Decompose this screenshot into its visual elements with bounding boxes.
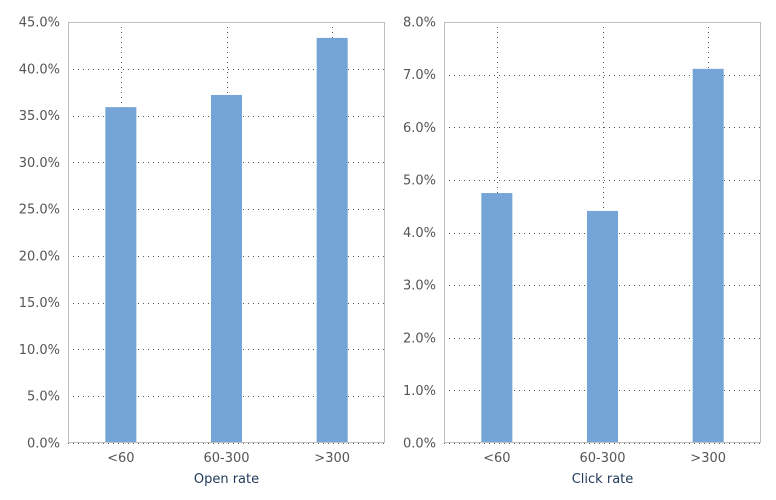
y-tick-label: 10.0% bbox=[19, 343, 60, 358]
subplot-2: 0.0% 1.0% 2.0% 3.0% 4.0% 5.0% 6.0% 7.0% 8.0% <60 6… bbox=[403, 16, 761, 487]
y-tick-label: 45.0% bbox=[19, 16, 60, 31]
x-tick-label: 60-300 bbox=[579, 451, 625, 466]
bar-3 bbox=[692, 68, 724, 444]
plot-frame bbox=[68, 22, 385, 443]
y-tick-label: 30.0% bbox=[19, 156, 60, 171]
y-tick-label: 5.0% bbox=[403, 173, 436, 188]
x-tick-label: >300 bbox=[690, 451, 726, 466]
x-tick-label: <60 bbox=[483, 451, 510, 466]
y-tick-label: 0.0% bbox=[403, 437, 436, 452]
subplot-1: 0.0% 5.0% 10.0% 15.0% 20.0% 25.0% 30.0% 35.0% 40… bbox=[19, 16, 385, 487]
x-axis-label: Open rate bbox=[194, 472, 259, 487]
y-tick-label: 5.0% bbox=[27, 390, 60, 405]
y-tick-label: 1.0% bbox=[403, 384, 436, 399]
y-tick-label: 35.0% bbox=[19, 109, 60, 124]
y-tick-label: 0.0% bbox=[27, 437, 60, 452]
plot-frame bbox=[444, 22, 761, 443]
bar-3 bbox=[316, 37, 348, 443]
y-tick-label: 7.0% bbox=[403, 68, 436, 83]
x-axis-label: Click rate bbox=[572, 472, 634, 487]
y-tick-label: 20.0% bbox=[19, 249, 60, 264]
y-tick-label: 6.0% bbox=[403, 121, 436, 136]
y-tick-label: 4.0% bbox=[403, 226, 436, 241]
x-tick-label: <60 bbox=[107, 451, 134, 466]
x-tick-label: 60-300 bbox=[203, 451, 249, 466]
bar-2 bbox=[587, 210, 618, 443]
y-tick-label: 40.0% bbox=[19, 62, 60, 77]
bar-1 bbox=[481, 193, 513, 443]
y-tick-label: 2.0% bbox=[403, 331, 436, 346]
y-tick-label: 8.0% bbox=[403, 16, 436, 31]
y-tick-label: 3.0% bbox=[403, 279, 436, 294]
x-tick-label: >300 bbox=[314, 451, 350, 466]
bar-1 bbox=[105, 107, 137, 443]
y-tick-label: 15.0% bbox=[19, 296, 60, 311]
bar-2 bbox=[211, 94, 242, 444]
y-tick-label: 25.0% bbox=[19, 203, 60, 218]
